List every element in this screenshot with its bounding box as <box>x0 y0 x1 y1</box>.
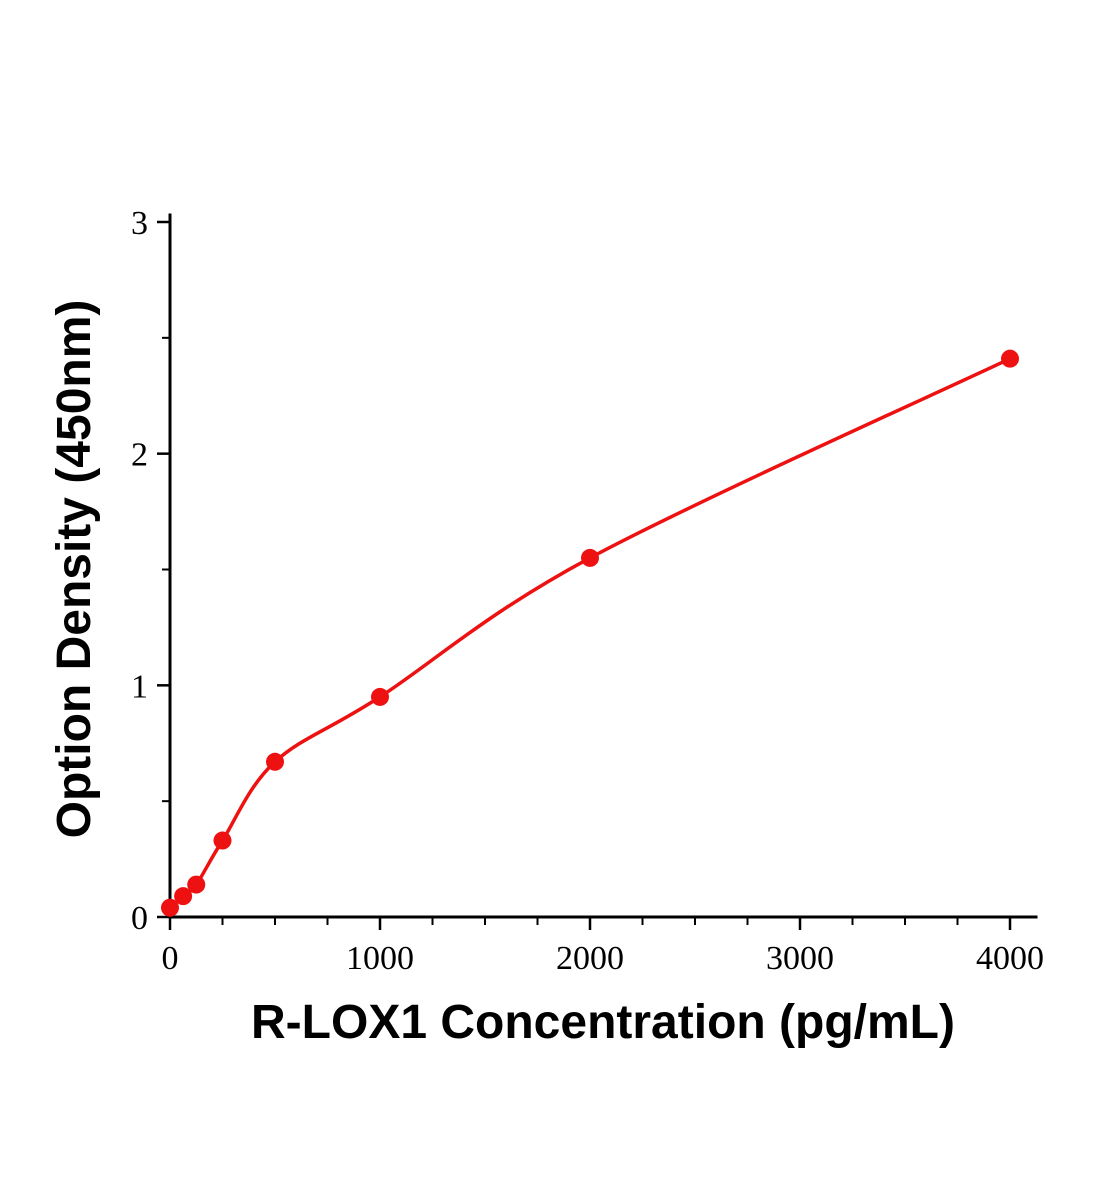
axis-spine <box>168 213 1038 919</box>
x-tick-label: 1000 <box>346 940 414 977</box>
plot-area: 0 1000 2000 3000 4000 0 1 2 3 <box>131 205 1044 977</box>
y-tick-label: 0 <box>131 900 148 937</box>
x-tick-label: 0 <box>162 940 179 977</box>
data-point-marker <box>213 831 232 850</box>
data-point-marker <box>1001 349 1019 368</box>
x-tick-label: 4000 <box>976 940 1044 977</box>
y-tick-label: 1 <box>131 668 148 705</box>
standard-curve-line <box>168 356 1012 910</box>
x-axis-title: R-LOX1 Concentration (pg/mL) <box>251 996 955 1049</box>
data-point-marker <box>581 548 599 567</box>
data-point-marker <box>266 752 284 771</box>
data-point-marker <box>161 898 179 917</box>
x-tick-label: 3000 <box>766 940 834 977</box>
data-point-marker <box>174 887 193 906</box>
y-tick-label: 3 <box>131 205 148 242</box>
data-point-marker <box>371 687 389 706</box>
y-axis-title: Option Density (450nm) <box>48 300 101 839</box>
data-point-marker <box>187 875 206 894</box>
y-tick-label: 2 <box>131 437 148 474</box>
x-tick-label: 2000 <box>556 940 624 977</box>
